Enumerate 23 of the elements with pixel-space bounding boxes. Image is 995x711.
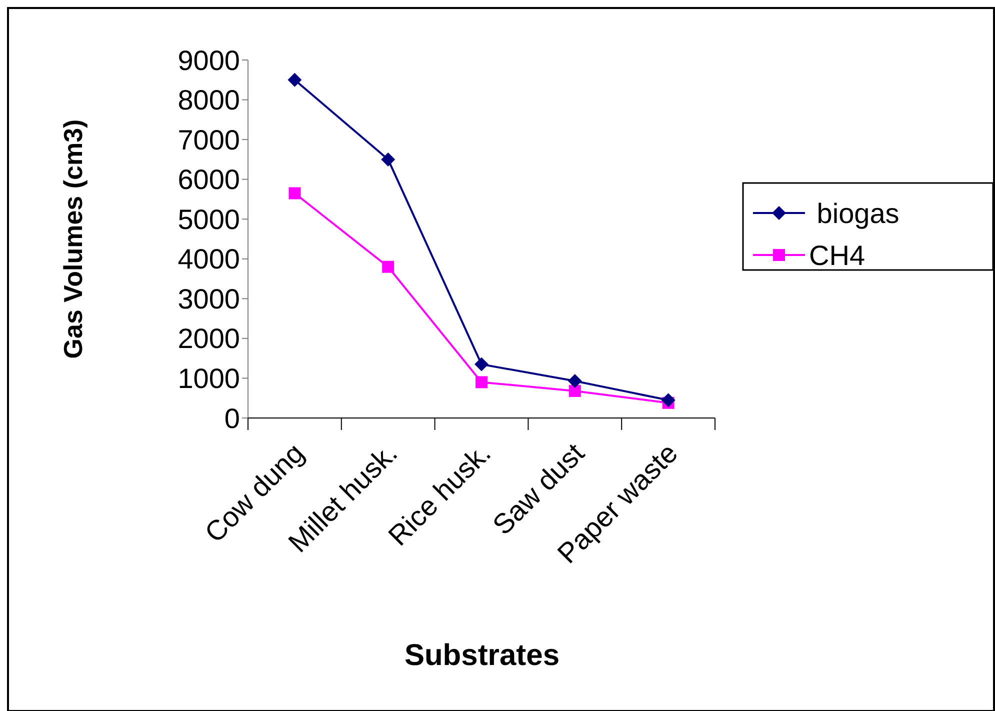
- point: [476, 376, 488, 388]
- point: [568, 374, 582, 388]
- y-tick-label: 1000: [178, 363, 240, 394]
- y-tick-label: 9000: [178, 44, 240, 76]
- point: [288, 72, 302, 87]
- y-tick-label: 7000: [178, 124, 240, 156]
- y-axis-title: Gas Volumes (cm3): [58, 119, 88, 359]
- y-tick-label: 8000: [178, 84, 240, 116]
- legend-label: CH4: [809, 240, 866, 271]
- y-tick-label: 0: [224, 402, 240, 434]
- y-tick-label: 5000: [178, 204, 240, 235]
- point: [382, 260, 394, 273]
- point: [568, 384, 581, 397]
- point: [288, 187, 301, 200]
- y-tick-label: 2000: [178, 323, 240, 354]
- legend-label: biogas: [809, 198, 900, 229]
- x-axis-title: Substrates: [404, 639, 560, 672]
- point: [474, 357, 488, 372]
- point: [661, 393, 676, 408]
- y-tick-label: 6000: [178, 164, 240, 196]
- point: [381, 152, 396, 166]
- y-tick-label: 4000: [178, 244, 240, 275]
- y-tick-label: 3000: [178, 283, 240, 314]
